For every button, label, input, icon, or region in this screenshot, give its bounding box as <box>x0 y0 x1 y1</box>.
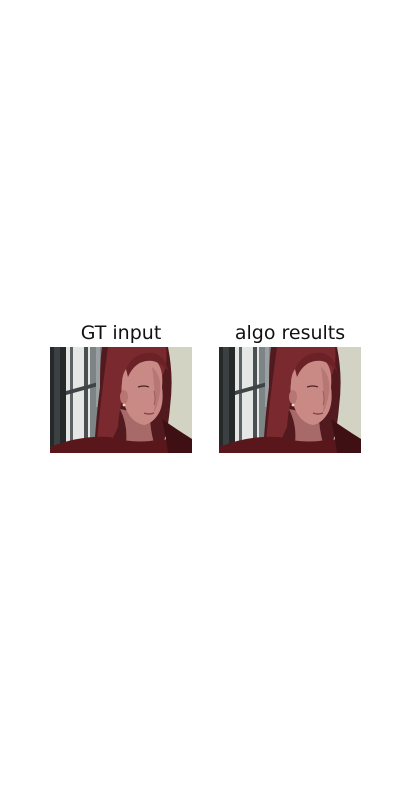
algo-results-photo <box>219 347 361 453</box>
panel-title-gt-input: GT input <box>80 322 162 344</box>
gt-input-photo <box>50 347 192 453</box>
panel-gt-input: GT input <box>50 320 192 453</box>
panel-title-algo-results: algo results <box>234 322 346 344</box>
panel-algo-results: algo results <box>219 320 361 453</box>
